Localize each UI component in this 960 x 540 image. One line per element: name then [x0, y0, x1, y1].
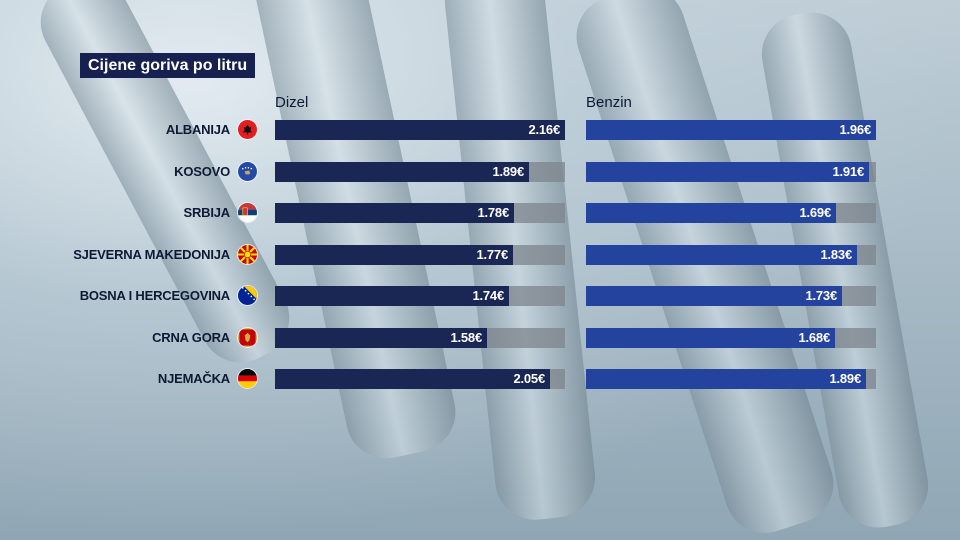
bar-value-label: 1.96€ [839, 122, 871, 137]
bar-dizel: 1.89€ [275, 162, 529, 182]
bar-track: 1.69€ [586, 203, 876, 223]
bar-dizel: 1.58€ [275, 328, 487, 348]
bar-track: 1.58€ [275, 328, 565, 348]
bar-track: 1.68€ [586, 328, 876, 348]
bar-benzin: 1.91€ [586, 162, 869, 182]
bar-track: 1.73€ [586, 286, 876, 306]
flag-north-macedonia-icon [237, 244, 258, 265]
bar-benzin: 1.69€ [586, 203, 836, 223]
chart-title: Cijene goriva po litru [80, 53, 256, 78]
country-label: NJEMAČKA [157, 371, 230, 386]
bar-track: 1.96€ [586, 120, 876, 140]
bar-track: 1.91€ [586, 162, 876, 182]
country-label: SJEVERNA MAKEDONIJA [73, 247, 230, 262]
bar-track: 1.74€ [275, 286, 565, 306]
country-label: ALBANIJA [165, 122, 230, 137]
flag-bosnia-icon [237, 285, 258, 306]
column-header-dizel: Dizel [275, 94, 309, 111]
bar-value-label: 1.74€ [472, 288, 504, 303]
bar-track: 2.05€ [275, 369, 565, 389]
bar-track: 2.16€ [275, 120, 565, 140]
bar-benzin: 1.73€ [586, 286, 842, 306]
bar-value-label: 1.91€ [832, 164, 864, 179]
bar-value-label: 2.05€ [513, 371, 545, 386]
bar-track: 1.77€ [275, 245, 565, 265]
country-label: KOSOVO [174, 164, 230, 179]
country-label: SRBIJA [183, 205, 231, 220]
bar-benzin: 1.68€ [586, 328, 835, 348]
flag-germany-icon [237, 368, 258, 389]
bar-track: 1.89€ [275, 162, 565, 182]
bar-value-label: 1.77€ [476, 247, 508, 262]
bar-value-label: 1.78€ [477, 205, 509, 220]
bar-dizel: 1.74€ [275, 286, 509, 306]
bar-dizel: 2.16€ [275, 120, 565, 140]
bar-value-label: 1.89€ [829, 371, 861, 386]
bar-value-label: 1.58€ [450, 330, 482, 345]
bar-value-label: 1.69€ [799, 205, 831, 220]
bar-value-label: 1.73€ [805, 288, 837, 303]
bar-value-label: 1.83€ [820, 247, 852, 262]
flag-montenegro-icon [237, 327, 258, 348]
bar-track: 1.83€ [586, 245, 876, 265]
country-label: CRNA GORA [152, 330, 230, 345]
bar-benzin: 1.96€ [586, 120, 876, 140]
bar-dizel: 1.77€ [275, 245, 513, 265]
flag-albania-icon [237, 119, 258, 140]
country-label: BOSNA I HERCEGOVINA [79, 288, 230, 303]
bar-value-label: 2.16€ [528, 122, 560, 137]
nozzle-shape [247, 0, 463, 466]
flag-kosovo-icon [237, 161, 258, 182]
flag-serbia-icon [237, 202, 258, 223]
column-header-benzin: Benzin [586, 94, 632, 111]
bar-benzin: 1.83€ [586, 245, 857, 265]
bar-dizel: 1.78€ [275, 203, 514, 223]
bar-track: 1.89€ [586, 369, 876, 389]
bar-value-label: 1.68€ [798, 330, 830, 345]
bar-value-label: 1.89€ [492, 164, 524, 179]
bar-dizel: 2.05€ [275, 369, 550, 389]
bar-track: 1.78€ [275, 203, 565, 223]
bar-benzin: 1.89€ [586, 369, 866, 389]
